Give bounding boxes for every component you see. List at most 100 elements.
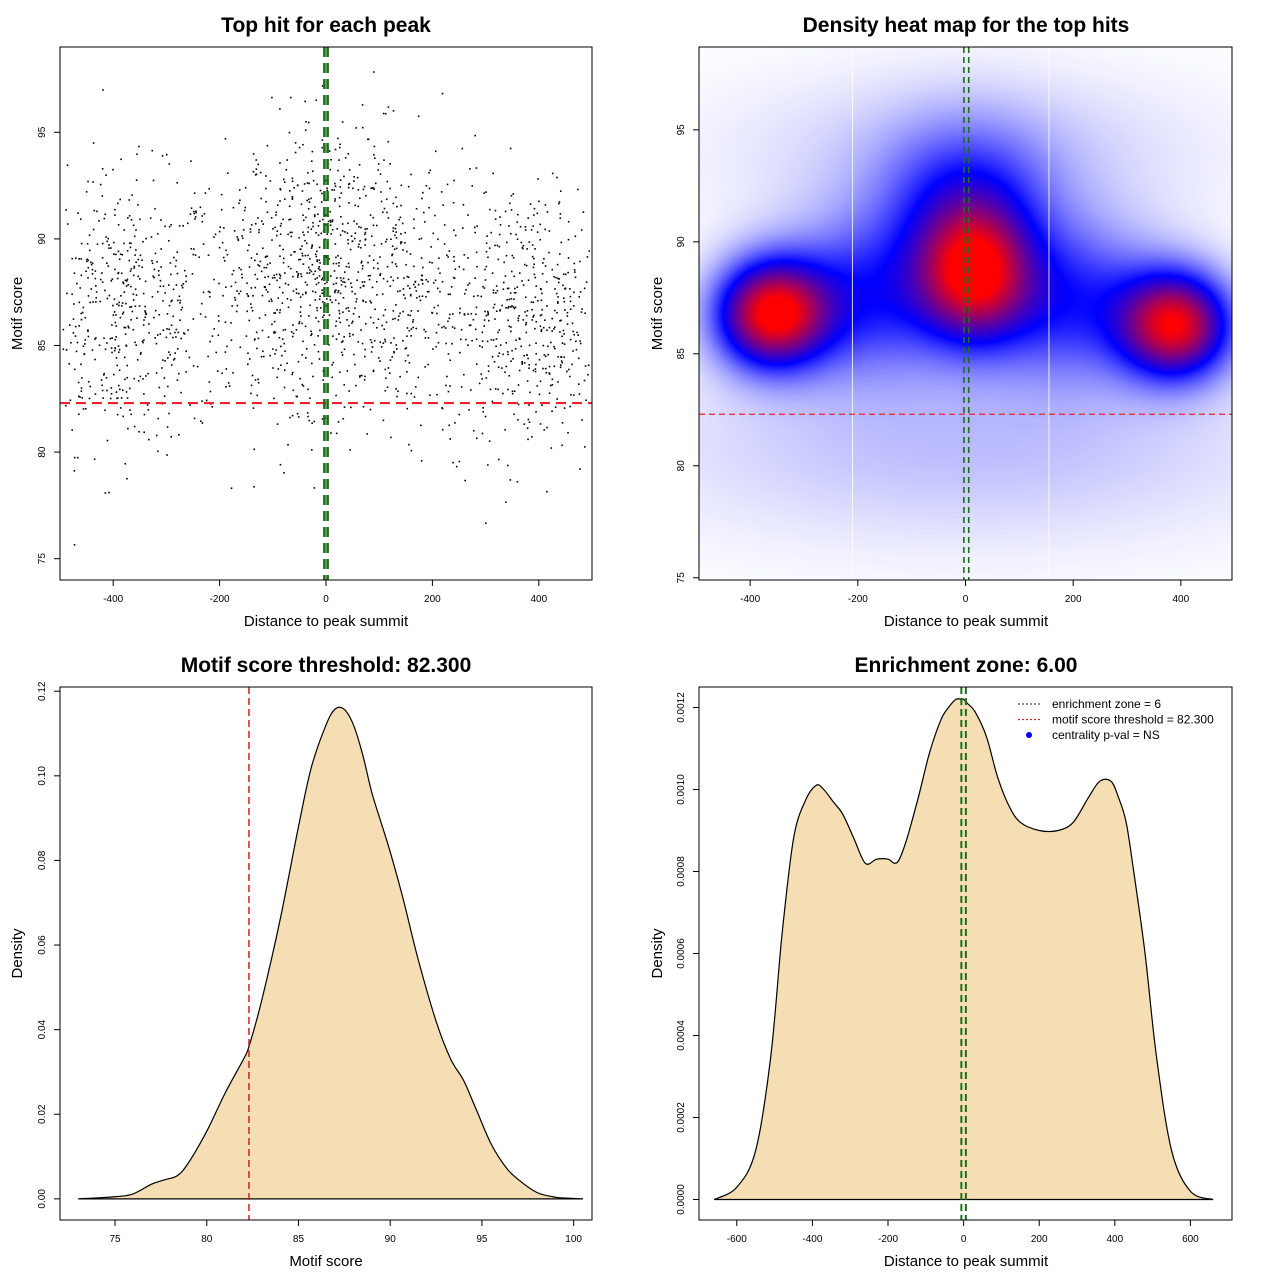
data-point — [494, 388, 497, 390]
data-point — [267, 291, 269, 293]
data-point — [279, 188, 282, 191]
data-point — [103, 337, 105, 339]
data-point — [548, 251, 550, 254]
data-point — [354, 293, 356, 295]
data-point — [472, 295, 475, 298]
data-point — [381, 293, 384, 295]
data-point — [571, 363, 573, 366]
data-point — [587, 364, 590, 367]
data-point — [169, 262, 172, 264]
data-point — [580, 229, 583, 231]
data-point — [364, 322, 367, 325]
data-point — [254, 222, 257, 225]
data-point — [371, 346, 374, 348]
data-point — [346, 232, 349, 234]
data-point — [311, 422, 313, 424]
data-point — [395, 231, 397, 233]
data-point — [417, 115, 420, 118]
data-point — [446, 254, 448, 257]
data-point — [302, 263, 305, 265]
data-point — [528, 344, 531, 347]
data-point — [494, 244, 496, 247]
data-point — [497, 366, 500, 369]
data-point — [120, 397, 123, 399]
data-point — [282, 178, 285, 181]
data-point — [517, 403, 520, 406]
data-point — [368, 278, 371, 281]
data-point — [395, 237, 398, 239]
data-point — [406, 407, 409, 410]
data-point — [423, 221, 426, 223]
data-point — [504, 275, 507, 277]
data-point — [545, 281, 548, 283]
data-point — [348, 202, 350, 204]
x-tick-label: 0 — [323, 594, 329, 605]
data-point — [336, 228, 339, 230]
data-point — [414, 281, 417, 283]
data-point — [525, 321, 528, 324]
data-point — [420, 237, 423, 240]
data-point — [458, 413, 461, 416]
data-point — [283, 386, 286, 389]
data-point — [450, 286, 453, 288]
data-point — [281, 338, 284, 340]
data-point — [318, 246, 321, 249]
data-point — [300, 275, 303, 278]
data-point — [517, 213, 519, 216]
data-point — [526, 310, 529, 312]
data-point — [404, 297, 407, 300]
data-point — [95, 296, 98, 299]
data-point — [279, 200, 281, 202]
data-point — [567, 431, 569, 434]
data-point — [286, 362, 288, 365]
data-point — [115, 325, 118, 327]
data-point — [498, 233, 501, 236]
data-point — [330, 233, 333, 235]
data-point — [301, 293, 304, 296]
data-point — [80, 312, 82, 315]
data-point — [509, 232, 512, 235]
data-point — [372, 321, 375, 324]
data-point — [106, 240, 109, 243]
data-point — [329, 299, 332, 301]
data-point — [334, 290, 336, 292]
data-point — [508, 225, 510, 227]
data-point — [143, 393, 145, 395]
data-point — [495, 310, 498, 313]
data-point — [142, 341, 144, 344]
data-point — [285, 168, 288, 171]
data-point — [117, 224, 120, 226]
data-point — [321, 192, 323, 195]
data-point — [525, 331, 528, 334]
data-point — [506, 464, 509, 467]
data-point — [563, 297, 565, 299]
x-tick-label: 100 — [565, 1234, 582, 1245]
data-point — [90, 263, 93, 266]
x-tick-label: 75 — [109, 1234, 121, 1245]
data-point — [117, 351, 120, 353]
data-point — [182, 283, 185, 285]
data-point — [273, 330, 276, 333]
data-point — [339, 234, 342, 236]
data-point — [441, 92, 444, 95]
data-point — [287, 283, 290, 286]
data-point — [471, 185, 474, 187]
data-point — [487, 365, 490, 367]
data-point — [422, 211, 425, 214]
data-point — [482, 406, 484, 409]
data-point — [510, 194, 513, 197]
data-point — [557, 281, 560, 284]
data-point — [476, 225, 479, 227]
data-point — [472, 429, 475, 432]
data-point — [157, 450, 159, 453]
data-point — [395, 224, 397, 226]
data-point — [288, 190, 291, 192]
data-point — [528, 367, 530, 369]
data-point — [521, 246, 524, 249]
data-point — [86, 258, 88, 261]
data-point — [384, 368, 387, 371]
data-point — [96, 210, 98, 213]
x-tick-label: -400 — [103, 594, 123, 605]
data-point — [110, 347, 113, 349]
data-point — [112, 314, 115, 316]
